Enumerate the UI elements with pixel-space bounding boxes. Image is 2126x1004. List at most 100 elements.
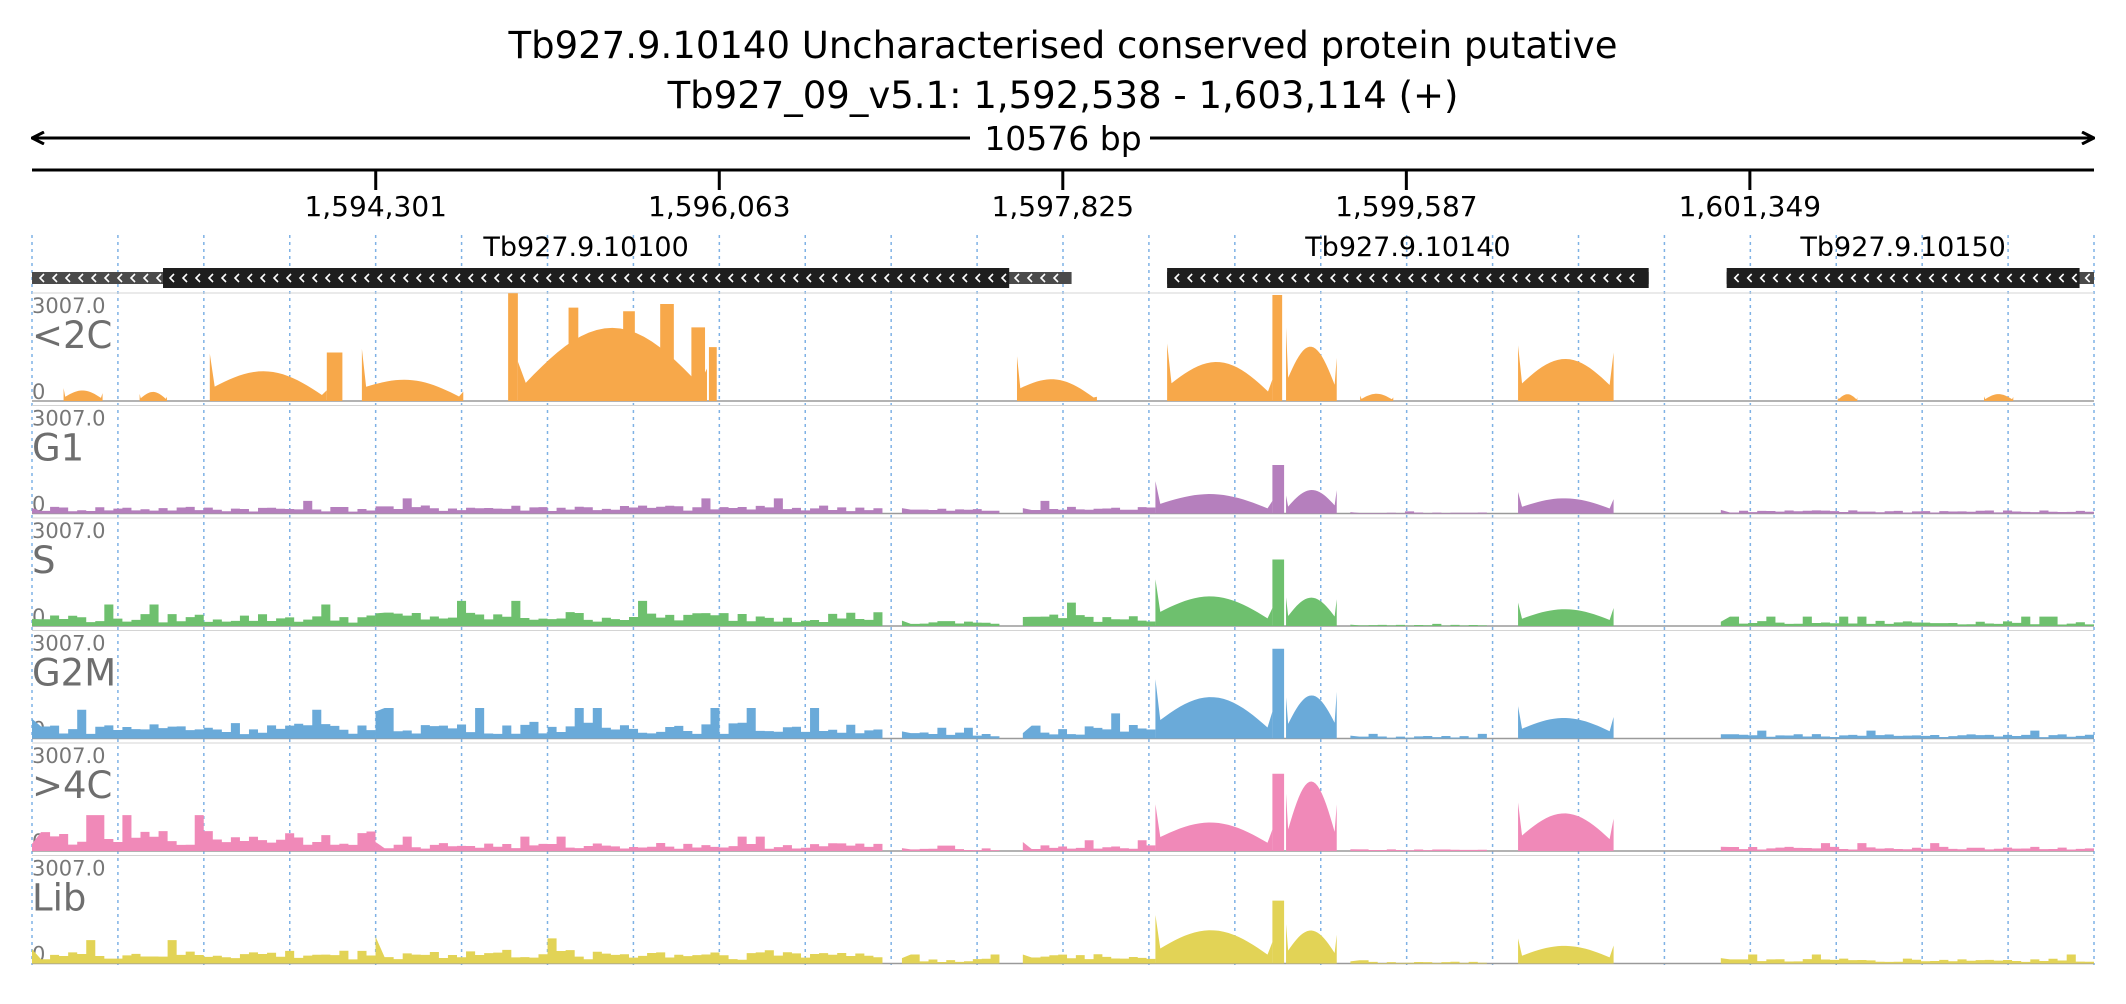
- strand-chevron: [1303, 273, 1310, 283]
- chart-subtitle: Tb927_09_v5.1: 1,592,538 - 1,603,114 (+): [667, 74, 1459, 117]
- coverage-segment: [1022, 713, 1156, 739]
- strand-chevron: [259, 273, 266, 283]
- coverage-segment: [1350, 511, 1487, 514]
- strand-chevron: [714, 273, 721, 283]
- strand-chevron: [831, 273, 838, 283]
- coverage-track: 3007.00G2M: [32, 630, 2094, 742]
- coverage-segment: [1720, 730, 2094, 739]
- strand-chevron: [1876, 273, 1883, 283]
- strand-chevron: [961, 273, 968, 283]
- strand-chevron: [1941, 273, 1948, 283]
- strand-chevron: [948, 273, 955, 283]
- track-y-max-label: 3007.0: [32, 857, 105, 881]
- gene-label: Tb927.9.10150: [1799, 232, 2005, 263]
- track-y-max-label: 3007.0: [32, 632, 105, 656]
- coverage-segment: [1272, 559, 1285, 626]
- coverage-segment: [1286, 923, 1337, 964]
- coverage-segment: [1272, 648, 1285, 739]
- strand-chevron: [415, 273, 422, 283]
- coverage-track: 3007.0 0 <2C: [32, 292, 2094, 404]
- strand-chevron: [51, 273, 58, 283]
- coverage-segment: [1022, 500, 1156, 514]
- strand-chevron: [285, 273, 292, 283]
- coverage-segment: [1286, 781, 1337, 851]
- coverage-segment: [1155, 679, 1273, 739]
- strand-chevron: [792, 273, 799, 283]
- strand-chevron: [1199, 273, 1206, 283]
- strand-chevron: [818, 273, 825, 283]
- coverage-segment: [1272, 465, 1285, 514]
- coverage-segment: [1155, 481, 1273, 514]
- coverage-segment: [326, 352, 343, 401]
- strand-chevron: [116, 273, 123, 283]
- coverage-segment: [1155, 579, 1273, 626]
- coverage-segment: [1518, 345, 1614, 401]
- track-y-max-label: 3007.0: [32, 519, 105, 543]
- coverage-segment: [708, 347, 717, 401]
- strand-chevron: [1446, 273, 1453, 283]
- coverage-segment: [1360, 393, 1394, 401]
- strand-chevron: [1589, 273, 1596, 283]
- coverage-segment: [901, 508, 1000, 514]
- strand-chevron: [1186, 273, 1193, 283]
- strand-chevron: [2058, 273, 2065, 283]
- strand-chevron: [1212, 273, 1219, 283]
- coverage-segment: [1720, 502, 2094, 514]
- strand-chevron: [1850, 273, 1857, 283]
- strand-chevron: [389, 273, 396, 283]
- strand-chevron: [636, 273, 643, 283]
- strand-chevron: [77, 273, 84, 283]
- strand-chevron: [649, 273, 656, 283]
- coverage-segment: [901, 954, 1000, 964]
- strand-chevron: [506, 273, 513, 283]
- coverage-segment: [32, 500, 376, 514]
- strand-chevron: [207, 273, 214, 283]
- strand-chevron: [1381, 273, 1388, 283]
- strand-chevron: [1550, 273, 1557, 283]
- strand-chevron: [1628, 273, 1635, 283]
- strand-chevron: [1537, 273, 1544, 283]
- strand-chevron: [1498, 273, 1505, 283]
- strand-chevron: [1863, 273, 1870, 283]
- track-name: S: [32, 539, 56, 582]
- coverage-segment: [1016, 356, 1097, 401]
- coverage-segment: [1984, 394, 2014, 401]
- strand-chevron: [1052, 273, 1059, 283]
- coverage-segment: [508, 293, 518, 401]
- coverage-segment: [1350, 849, 1487, 851]
- strand-chevron: [1798, 273, 1805, 283]
- coverage-segment: [568, 307, 579, 401]
- strand-chevron: [597, 273, 604, 283]
- strand-chevron: [298, 273, 305, 283]
- coverage-segment: [1272, 295, 1283, 401]
- strand-chevron: [1785, 273, 1792, 283]
- strand-chevron: [1733, 273, 1740, 283]
- gene-cds: [1167, 268, 1649, 288]
- strand-chevron: [1420, 273, 1427, 283]
- coverage-track: 3007.00S: [32, 517, 2094, 629]
- strand-chevron: [753, 273, 760, 283]
- strand-chevron: [324, 273, 331, 283]
- strand-chevron: [1238, 273, 1245, 283]
- strand-chevron: [519, 273, 526, 283]
- strand-chevron: [1173, 273, 1180, 283]
- axis-tick-label: 1,596,063: [648, 190, 791, 223]
- track-name: Lib: [32, 877, 86, 920]
- gridlines: [31, 235, 2095, 965]
- track-name: <2C: [32, 314, 112, 357]
- strand-chevron: [857, 273, 864, 283]
- strand-chevron: [1026, 273, 1033, 283]
- track-name: G2M: [32, 652, 116, 695]
- axis-tick-label: 1,599,587: [1335, 190, 1478, 223]
- coverage-segment: [32, 815, 376, 851]
- strand-chevron: [805, 273, 812, 283]
- track-y-max-label: 3007.0: [32, 744, 105, 768]
- coverage-segment: [1286, 691, 1337, 739]
- track-y-max-label: 3007.0: [32, 294, 105, 318]
- strand-chevron: [1902, 273, 1909, 283]
- coverage-segment: [209, 353, 327, 401]
- coverage-segment: [1518, 706, 1614, 739]
- strand-chevron: [1329, 273, 1336, 283]
